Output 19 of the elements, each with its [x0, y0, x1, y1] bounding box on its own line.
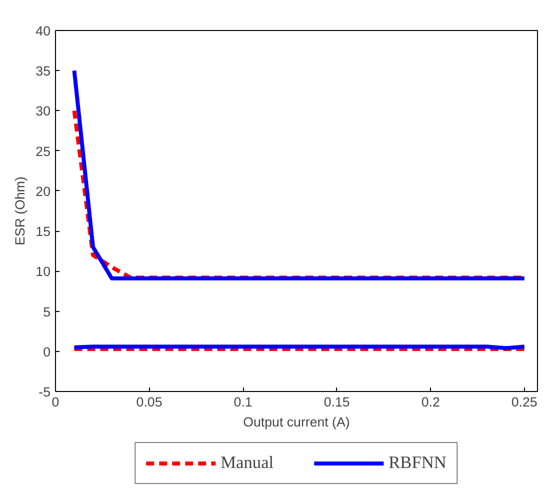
legend-label: Manual: [220, 453, 274, 473]
y-tick-label: 15: [36, 224, 51, 240]
x-tick-label: 0.1: [234, 394, 252, 410]
y-tick-label: -5: [38, 384, 51, 400]
y-tick-label: 35: [36, 64, 51, 79]
x-tick-label: 0.15: [324, 394, 350, 410]
y-tick-label: 10: [36, 264, 51, 280]
y-axis-title: ESR (Ohm): [12, 176, 28, 246]
x-tick-label: 0.25: [511, 394, 538, 410]
x-tick-label: 0.2: [421, 394, 440, 410]
y-tick-label: 30: [36, 104, 51, 119]
y-tick-label: 20: [36, 184, 51, 199]
legend-label: RBFNN: [388, 453, 446, 473]
y-tick-label: 0: [43, 344, 51, 360]
y-tick-label: 25: [36, 144, 51, 159]
y-tick-label: 40: [36, 24, 51, 38]
x-axis-title: Output current (A): [243, 414, 350, 430]
y-tick-label: 5: [43, 304, 51, 320]
x-tick-label: 0.05: [136, 394, 162, 410]
